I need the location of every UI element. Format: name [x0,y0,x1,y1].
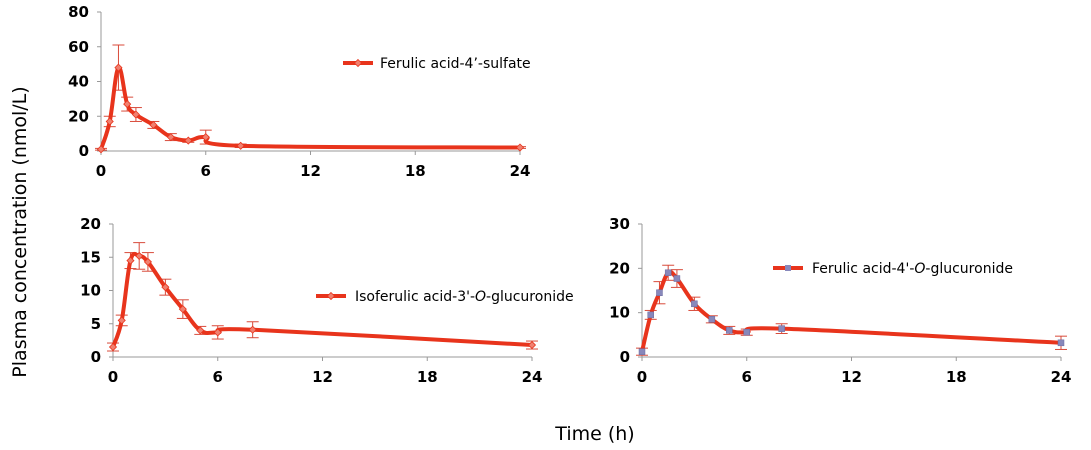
legend: Ferulic acid-4'-O-glucuronide [773,261,1013,277]
data-point [708,316,716,323]
data-point [149,120,158,130]
data-point [638,348,646,355]
x-tick-label: 6 [213,368,223,386]
data-point [131,110,140,119]
x-tick-label: 24 [1051,368,1072,386]
data-point [96,145,106,154]
data-point [135,251,144,260]
y-tick-label: 0 [79,142,89,160]
data-point [123,100,132,109]
x-tick-label: 24 [510,162,531,180]
data-point [515,143,525,152]
x-tick-label: 12 [300,162,321,180]
x-tick-label: 18 [417,368,438,386]
data-point [178,305,187,314]
y-tick-label: 0 [620,348,630,366]
y-tick-label: 20 [68,107,89,125]
y-tick-label: 40 [68,73,89,91]
data-point [196,326,205,335]
data-point [691,300,698,308]
y-tick-label: 60 [68,38,89,56]
y-tick-label: 10 [80,282,101,300]
data-point [213,328,222,337]
data-point [664,269,672,277]
y-axis-title: Plasma concentration (nmol/L) [9,86,31,377]
legend: Isoferulic acid-3'-O-glucuronide [316,289,574,305]
legend-label: Isoferulic acid-3'-O-glucuronide [355,289,574,305]
data-point [236,141,245,150]
data-point [673,275,681,282]
x-tick-label: 18 [946,368,967,386]
y-tick-label: 20 [609,259,630,277]
x-tick-label: 12 [312,368,333,386]
data-point [656,289,663,296]
data-point [778,325,785,332]
legend-label: Ferulic acid-4'-O-glucuronide [812,261,1013,277]
series-line [99,65,522,152]
data-point [201,133,210,142]
data-point [1057,339,1065,347]
data-point [161,283,170,292]
x-tick-label: 18 [405,162,426,180]
y-tick-label: 15 [80,248,101,266]
x-tick-label: 24 [522,368,543,386]
series-line [640,269,1063,354]
data-point [108,342,118,352]
legend-marker [785,265,791,271]
data-point [166,133,175,142]
legend-marker [353,58,363,68]
y-tick-label: 5 [91,315,101,333]
y-tick-label: 0 [91,348,101,366]
x-tick-label: 0 [108,368,118,386]
x-tick-label: 0 [96,162,106,180]
data-point [248,325,257,334]
x-axis-title: Time (h) [554,423,634,445]
chart-panel-2: 0 5 10 15 20 0 6 12 18 24 Isoferulic acid-3'-O-glu… [80,215,573,386]
legend-label: Ferulic acid-4’-sulfate [380,56,531,72]
y-tick-label: 80 [68,3,89,21]
data-point [126,256,135,265]
legend: Ferulic acid-4’-sulfate [343,56,531,72]
data-point [114,63,123,72]
data-point [117,316,126,325]
x-tick-label: 6 [201,162,211,180]
data-point [743,328,750,336]
data-point [726,327,733,334]
data-point [527,340,537,350]
legend-marker [326,291,336,301]
data-point [647,311,654,319]
chart-panel-3: 0 10 20 30 0 6 12 18 24 Ferulic acid-4'-O-glucuro… [609,215,1071,386]
chart-panel-1: 0 20 40 60 80 0 6 12 18 24 Ferulic acid-4’-sulfate [68,3,531,180]
y-tick-label: 10 [609,304,630,322]
data-point [143,257,152,266]
y-tick-label: 20 [80,215,101,233]
y-tick-label: 30 [609,215,630,233]
x-tick-label: 0 [637,368,647,386]
x-tick-label: 6 [742,368,752,386]
data-point [184,136,193,145]
data-point [105,117,114,126]
x-tick-label: 12 [841,368,862,386]
